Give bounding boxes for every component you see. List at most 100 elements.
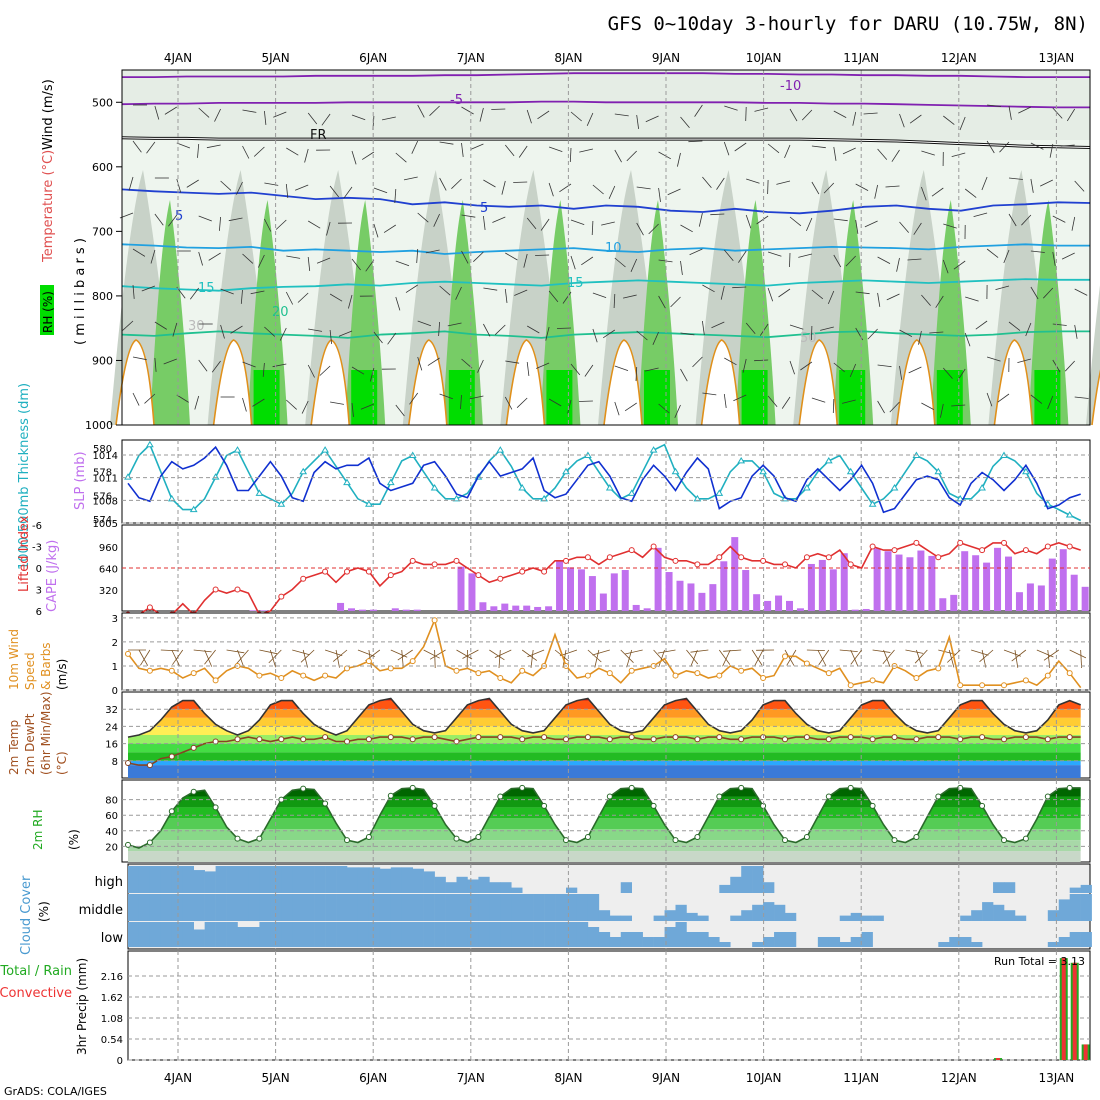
wind-barb	[1003, 249, 1010, 264]
cloud-middle-bar	[336, 894, 348, 921]
rh-line-marker	[453, 835, 460, 842]
cape-bar	[249, 610, 257, 611]
contour-label: 50	[800, 331, 817, 346]
wind-barb	[164, 106, 178, 115]
cloud-high-bar	[423, 871, 435, 893]
dewpoint-line-marker	[1066, 734, 1073, 741]
wind-barb	[863, 112, 878, 115]
wind-barb	[723, 249, 734, 261]
wind-barb	[1008, 177, 1023, 180]
bottom-day-label: 9JAN	[652, 1071, 680, 1085]
cloud-high-bar	[566, 887, 578, 893]
thickness-line-marker	[824, 456, 833, 464]
li-line	[128, 541, 1081, 616]
cape-bar	[1048, 558, 1056, 611]
cape-bar	[490, 606, 498, 611]
cloud-low-bar	[817, 937, 830, 947]
wind-speed-line-marker	[125, 650, 131, 657]
contour-label: 5	[480, 201, 488, 216]
dewpoint-line-marker	[935, 734, 942, 741]
wind-barb	[789, 216, 802, 227]
wind-barb	[724, 357, 737, 366]
surface-wind-barb	[456, 649, 473, 660]
wind-speed-line-marker	[584, 672, 591, 679]
wind-barb	[929, 331, 944, 334]
li-line-marker	[387, 572, 394, 579]
wind-barb	[833, 146, 837, 161]
wind-barb	[198, 215, 212, 222]
dewpoint-line-marker	[869, 736, 876, 743]
wind-barb	[1071, 216, 1076, 231]
cloud-low-bar	[763, 937, 775, 947]
wind-speed-line-marker	[825, 670, 832, 677]
li-tick-label: 6	[36, 607, 42, 618]
wind-barb	[1049, 143, 1054, 158]
wind-barb	[1052, 107, 1063, 119]
cloud-high-bar	[182, 866, 194, 893]
cloud-tick-label: high	[95, 875, 123, 890]
wind-barb	[439, 393, 453, 400]
wind-barb	[409, 392, 419, 405]
thickness-line-marker	[715, 489, 724, 496]
cloud-low-bar	[686, 932, 698, 947]
wind-barb	[206, 144, 221, 149]
wind-speed-line	[127, 617, 1082, 689]
cloud-low-bar	[774, 932, 786, 947]
wind-barb	[128, 176, 134, 191]
wind-barb	[1030, 142, 1044, 150]
surface-wind-barb	[489, 649, 505, 661]
wind-speed-line-marker	[606, 670, 613, 677]
surface-wind-barb	[784, 649, 795, 666]
wind-barb	[483, 215, 486, 230]
temp-band	[128, 743, 1081, 753]
wind-speed-line-marker	[1022, 677, 1029, 684]
wind-barb	[648, 223, 659, 235]
wind-barb	[658, 403, 670, 414]
cape-bar	[588, 576, 596, 611]
bottom-day-label: 5JAN	[262, 1071, 290, 1085]
li-line-marker	[563, 557, 569, 564]
precip-convective-bar	[1072, 962, 1077, 1060]
cloud-middle-bar	[598, 910, 611, 921]
wind-barb	[694, 104, 703, 117]
cloud-low-bar	[303, 922, 315, 947]
wind-barb	[321, 113, 331, 126]
cape-bar	[358, 609, 366, 611]
thickness-line-marker	[277, 500, 286, 507]
surface-wind-barb	[1069, 649, 1087, 659]
wind-barb	[394, 188, 397, 204]
dewpoint-line-marker	[738, 736, 745, 743]
thickness-line-marker	[1065, 511, 1074, 518]
wind-barb	[1030, 286, 1039, 300]
wind-barb	[614, 257, 626, 268]
wind-barb	[889, 401, 900, 413]
rh-line-marker	[322, 800, 329, 807]
wind-barb	[874, 184, 878, 199]
surface-wind-barb	[429, 649, 446, 660]
dewpoint-line-marker	[716, 734, 723, 741]
surface-wind-barb	[690, 649, 698, 667]
wind-speed-line-marker	[782, 653, 788, 660]
thickness-line-marker	[386, 478, 395, 486]
dewpoint-line-marker	[913, 736, 920, 743]
dewpoint-line-marker	[1001, 736, 1007, 743]
wind-barb	[242, 145, 250, 159]
li-line-marker	[738, 554, 745, 561]
li-line-marker	[847, 561, 854, 568]
wind-barb	[964, 332, 971, 347]
rh-line-marker	[913, 834, 920, 841]
cloud-high-bar	[752, 866, 764, 893]
rh-line-marker	[584, 834, 591, 841]
wind-barb	[738, 250, 747, 263]
wind-barb	[942, 259, 949, 274]
surface-wind-barb	[817, 649, 827, 667]
cloud-high-bar	[993, 882, 1005, 893]
wind-speed-line-marker	[957, 682, 964, 689]
dewpoint-line-marker	[782, 736, 788, 743]
wind-barb	[833, 218, 848, 222]
wind-barb	[211, 360, 221, 373]
li-tick-label: -3	[32, 543, 42, 554]
rh-line-marker	[1001, 837, 1007, 844]
wind-barb	[365, 259, 375, 272]
